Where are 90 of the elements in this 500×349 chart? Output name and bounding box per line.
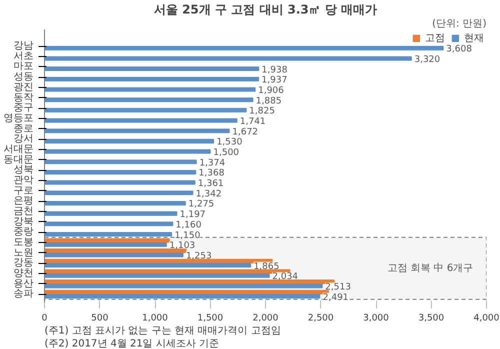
data-label: 3,608 xyxy=(446,44,472,55)
y-tick-label: 강동 xyxy=(14,258,34,269)
bar xyxy=(44,170,196,174)
legend-label: 고점 xyxy=(425,32,445,45)
y-tick-label: 강남 xyxy=(14,40,34,52)
bar xyxy=(44,56,412,61)
y-tick-label: 성북 xyxy=(14,164,34,176)
data-label: 1,937 xyxy=(262,76,288,86)
x-tick-label: 4,000 xyxy=(474,314,500,324)
bar xyxy=(44,98,254,102)
y-tick-label: 은평 xyxy=(14,196,34,207)
y-tick-label: 동대문 xyxy=(4,154,34,166)
data-label: 1,938 xyxy=(262,65,288,76)
bar xyxy=(44,232,172,237)
data-label: 1,374 xyxy=(199,158,226,168)
data-label: 1,368 xyxy=(198,168,225,179)
data-label: 1,530 xyxy=(216,138,243,148)
text: (주1) 고점 표시가 없는 구는 현재 매매가격이 고점임 xyxy=(44,326,281,336)
bar xyxy=(44,284,323,288)
chart-subtitle: (단위: 만원) xyxy=(432,18,487,30)
data-label: 2,491 xyxy=(322,292,349,303)
bar xyxy=(44,273,270,278)
bar xyxy=(44,222,174,226)
data-label: 3,320 xyxy=(414,54,440,65)
data-label: 1,253 xyxy=(186,251,212,262)
y-tick-label: 영등포 xyxy=(4,112,34,124)
y-tick-label: 노원 xyxy=(14,247,34,258)
bar xyxy=(44,180,196,185)
y-tick-label: 마포 xyxy=(14,61,34,72)
y-tick-label: 금천 xyxy=(14,206,34,217)
data-label: 1,672 xyxy=(232,127,258,138)
data-label: 1,885 xyxy=(256,96,282,106)
data-label: 1,361 xyxy=(198,179,224,190)
y-tick-label: 종로 xyxy=(14,123,34,134)
y-tick-label: 용산 xyxy=(14,278,34,290)
data-label: 1,160 xyxy=(176,220,202,230)
y-tick-label: 성동 xyxy=(14,72,34,83)
y-tick-label: 관악 xyxy=(14,174,34,186)
data-label: 1,197 xyxy=(180,210,206,220)
bar xyxy=(44,263,252,268)
text: (주2) 2017년 4월 21일 시세조사 기준 xyxy=(44,338,220,349)
y-tick-label: 구로 xyxy=(14,185,34,196)
bar xyxy=(44,211,178,216)
data-label: 1,275 xyxy=(188,200,214,210)
data-label: 1,906 xyxy=(258,86,284,96)
data-label: 2,513 xyxy=(325,282,351,292)
data-label: 1,150 xyxy=(174,230,201,241)
y-tick-label: 광진 xyxy=(14,82,34,93)
data-label: 1,741 xyxy=(240,117,266,127)
x-tick-label: 1,500 xyxy=(197,314,224,324)
data-label: 1,500 xyxy=(213,148,240,158)
bar xyxy=(44,269,290,274)
y-tick-label: 도봉 xyxy=(14,237,34,248)
bar xyxy=(44,252,184,258)
x-tick-label: 500 xyxy=(91,314,109,324)
bar xyxy=(44,118,238,123)
bar xyxy=(44,138,214,144)
bar xyxy=(44,242,167,247)
bar xyxy=(44,200,186,206)
y-tick-label: 중랑 xyxy=(14,226,34,238)
x-tick-label: 2,500 xyxy=(308,314,334,324)
bar xyxy=(44,294,320,299)
bar xyxy=(44,160,197,164)
y-tick-label: 강북 xyxy=(14,216,34,228)
data-label: 1,342 xyxy=(196,189,222,200)
band-label: 고점 회복 中 6개구 xyxy=(387,262,474,274)
y-tick-label: 중구 xyxy=(14,102,34,114)
x-tick-label: 0 xyxy=(42,314,48,324)
bar xyxy=(44,46,444,50)
x-tick-label: 1,000 xyxy=(142,314,168,324)
y-tick-label: 송파 xyxy=(14,288,34,300)
bar xyxy=(44,128,230,134)
bar xyxy=(44,76,260,82)
y-tick-label: 서대문 xyxy=(4,144,34,155)
y-tick-label: 동작 xyxy=(14,92,34,104)
x-tick-label: 3,500 xyxy=(418,314,444,324)
bar xyxy=(44,190,194,196)
y-tick-label: 강서 xyxy=(14,134,34,145)
bar xyxy=(44,87,256,92)
bar xyxy=(44,108,247,112)
legend-label: 현재 xyxy=(464,32,484,44)
y-tick-label: 서초 xyxy=(14,50,34,62)
y-tick-label: 양천 xyxy=(14,268,34,280)
bar xyxy=(44,238,170,243)
x-tick-label: 3,000 xyxy=(363,314,390,324)
chart-title: 서울 25개 구 고점 대비 3.3㎡ 당 매매가 xyxy=(154,2,378,16)
data-label: 1,825 xyxy=(249,106,275,117)
bar xyxy=(44,149,211,154)
bar xyxy=(44,66,260,72)
x-tick-label: 2,000 xyxy=(252,314,279,324)
